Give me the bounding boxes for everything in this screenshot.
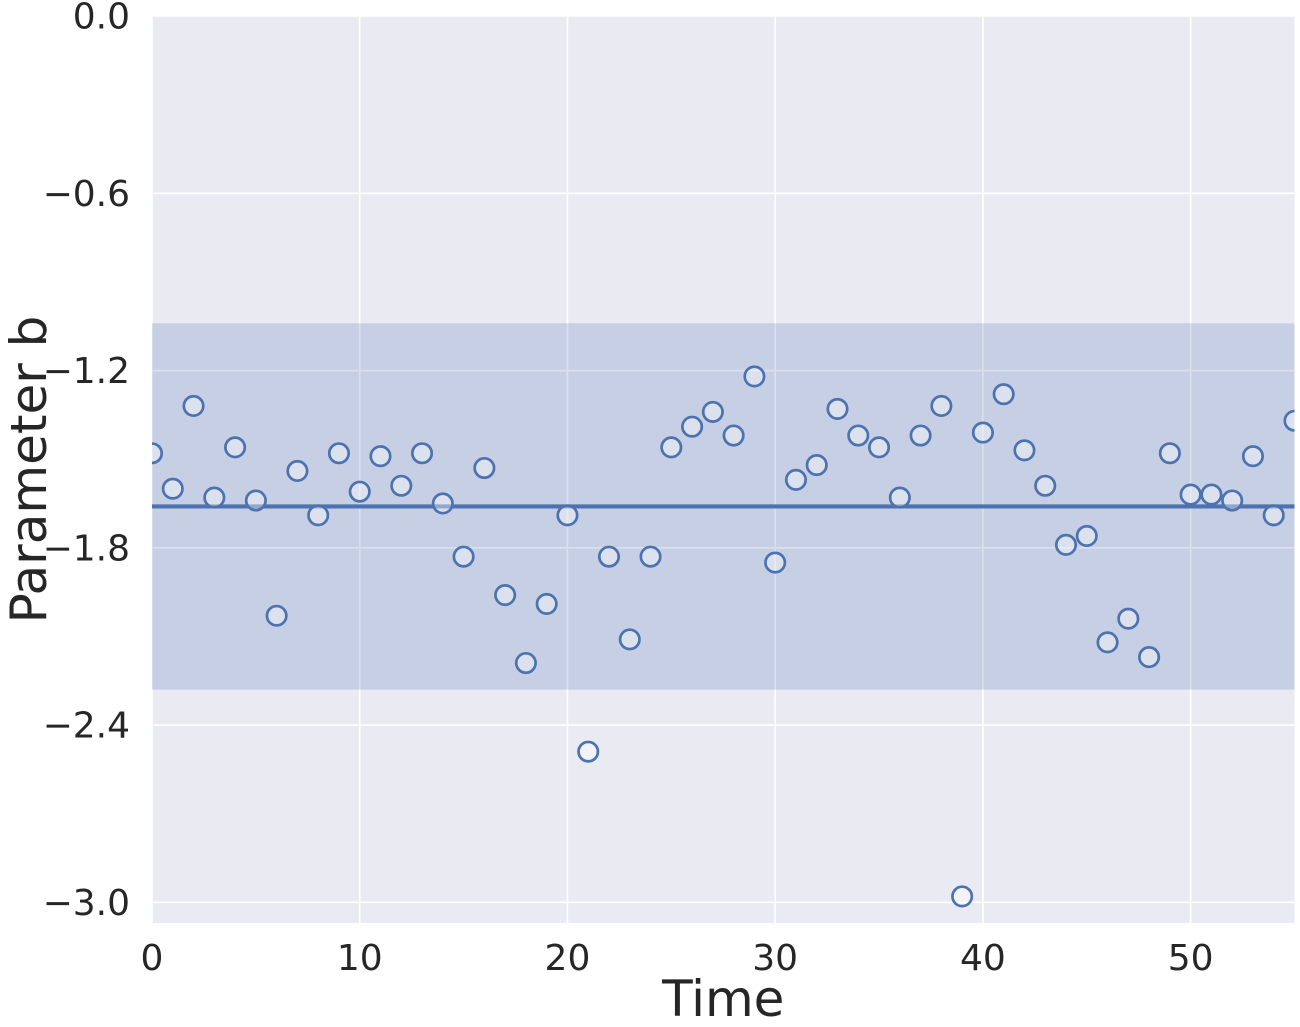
y-axis-label: Parameter b bbox=[0, 316, 58, 624]
data-point bbox=[951, 885, 974, 908]
data-point bbox=[618, 628, 641, 651]
x-axis-label: Time bbox=[661, 970, 784, 1027]
y-tick-label: −1.2 bbox=[43, 351, 130, 392]
data-point bbox=[681, 415, 704, 438]
plot-background bbox=[152, 16, 1295, 923]
data-point bbox=[888, 486, 911, 509]
data-point bbox=[224, 436, 247, 459]
data-point bbox=[805, 454, 828, 477]
data-point bbox=[847, 424, 870, 447]
data-point bbox=[431, 492, 454, 515]
data-point bbox=[286, 459, 309, 483]
scatter-points bbox=[152, 365, 1295, 908]
data-point bbox=[182, 394, 205, 418]
data-point bbox=[577, 740, 600, 763]
data-point bbox=[1158, 442, 1181, 465]
data-point bbox=[152, 442, 164, 465]
data-point bbox=[390, 474, 413, 497]
data-point bbox=[535, 592, 558, 615]
y-tick-labels: 0.0 −0.6 −1.2 −1.8 −2.4 −3.0 bbox=[43, 0, 130, 924]
data-point bbox=[971, 421, 994, 444]
data-point bbox=[327, 442, 351, 465]
data-point bbox=[514, 651, 537, 675]
data-point bbox=[1283, 409, 1295, 432]
data-point bbox=[265, 604, 288, 627]
data-point bbox=[701, 400, 724, 423]
data-point bbox=[597, 545, 621, 568]
y-tick-label: 0.0 bbox=[73, 0, 130, 38]
data-point bbox=[1241, 445, 1265, 468]
data-point bbox=[369, 445, 392, 468]
y-tick-label: −0.6 bbox=[43, 174, 130, 215]
data-point bbox=[722, 424, 745, 447]
x-tick-label: 10 bbox=[337, 938, 383, 979]
x-tick-label: 40 bbox=[960, 938, 1006, 979]
data-point bbox=[1138, 646, 1161, 669]
y-tick-label: −2.4 bbox=[43, 706, 130, 747]
data-point bbox=[660, 436, 683, 459]
gridlines bbox=[151, 15, 1295, 923]
data-point bbox=[930, 394, 953, 418]
data-point bbox=[1034, 474, 1057, 497]
data-point bbox=[867, 436, 891, 459]
y-tick-label: −3.0 bbox=[43, 883, 130, 924]
data-point bbox=[307, 504, 330, 527]
data-point bbox=[1054, 533, 1078, 556]
data-point bbox=[992, 383, 1015, 406]
y-tick-label: −1.8 bbox=[43, 528, 130, 569]
x-tick-labels: 0 10 20 30 40 50 bbox=[141, 938, 1214, 979]
data-point bbox=[410, 442, 434, 465]
x-tick-label: 20 bbox=[545, 938, 591, 979]
data-point bbox=[764, 551, 787, 574]
data-point bbox=[452, 545, 475, 568]
x-tick-label: 30 bbox=[752, 938, 798, 979]
data-point bbox=[784, 468, 808, 491]
data-point bbox=[1179, 483, 1202, 506]
data-point bbox=[639, 545, 662, 568]
x-tick-label: 50 bbox=[1168, 938, 1214, 979]
data-point bbox=[1200, 483, 1223, 506]
data-point bbox=[1221, 489, 1244, 512]
data-point bbox=[348, 480, 371, 503]
x-tick-label: 0 bbox=[141, 938, 164, 979]
data-point bbox=[743, 365, 766, 388]
data-point bbox=[473, 456, 496, 480]
data-point bbox=[1262, 504, 1285, 527]
data-point bbox=[556, 504, 579, 527]
data-point bbox=[1013, 439, 1036, 462]
data-point bbox=[494, 584, 517, 607]
data-point bbox=[909, 424, 932, 447]
data-point bbox=[203, 486, 226, 509]
data-point bbox=[161, 477, 184, 500]
data-point bbox=[1096, 631, 1119, 654]
data-point bbox=[1075, 524, 1098, 548]
data-point bbox=[244, 489, 267, 512]
data-point bbox=[826, 397, 849, 420]
data-point bbox=[1117, 607, 1140, 630]
